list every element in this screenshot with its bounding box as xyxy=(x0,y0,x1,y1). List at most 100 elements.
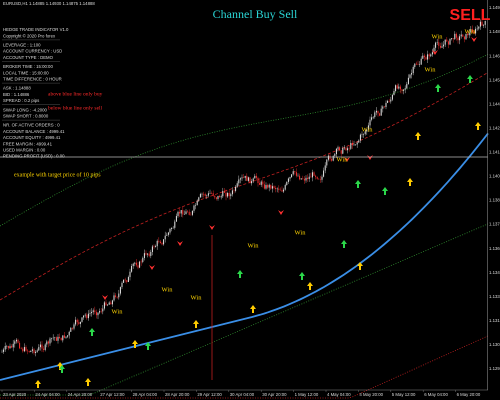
candle-body xyxy=(385,102,387,107)
candle-body xyxy=(404,88,406,90)
candle-body xyxy=(131,266,133,272)
candle-body xyxy=(119,287,121,294)
candle-body xyxy=(379,113,381,116)
candle-body xyxy=(54,337,56,338)
win-label: Win xyxy=(248,242,260,249)
candle-body xyxy=(75,319,77,325)
candle-body xyxy=(193,205,195,211)
candle-body xyxy=(262,181,264,185)
candle-body xyxy=(95,312,97,316)
candle-body xyxy=(334,154,336,156)
candle-body xyxy=(455,33,457,38)
signal-arrow xyxy=(382,187,388,195)
win-label: Win xyxy=(362,126,374,133)
candle-body xyxy=(467,33,469,36)
candle-body xyxy=(183,214,185,215)
time-tick-label: 23 Apr 2020 xyxy=(3,392,27,397)
candle-body xyxy=(28,351,30,352)
candle-body xyxy=(161,243,163,245)
candle-body xyxy=(406,83,408,89)
candle-body xyxy=(17,339,19,343)
candle-body xyxy=(356,142,358,145)
candle-body xyxy=(423,55,425,58)
price-tick-label: 1.13060 xyxy=(489,342,500,347)
win-label: Win xyxy=(191,294,203,301)
candle-body xyxy=(359,134,361,141)
candle-body xyxy=(427,54,429,60)
candle-body xyxy=(475,28,477,34)
candle-body xyxy=(411,73,413,75)
candle-body xyxy=(132,263,134,267)
candle-body xyxy=(57,336,59,341)
candle-body xyxy=(60,338,62,341)
signal-arrow xyxy=(57,362,63,370)
candle-body xyxy=(139,261,141,268)
candle-body xyxy=(329,155,331,160)
candle-body xyxy=(414,63,416,67)
time-tick-label: 29 Apr 12:00 xyxy=(197,392,222,397)
price-tick-label: 1.14815 xyxy=(489,29,500,34)
time-tick-label: 5 May 12:00 xyxy=(392,392,416,397)
info-line: LEVERAGE : 1:100 xyxy=(3,43,41,48)
candle-body xyxy=(319,179,321,180)
candle-body xyxy=(299,175,301,180)
candle-body xyxy=(171,228,173,229)
candle-body xyxy=(340,150,342,154)
candle-body xyxy=(449,39,451,45)
time-tick-label: 1 May 12:00 xyxy=(295,392,319,397)
candle-body xyxy=(372,117,374,118)
candle-body xyxy=(158,240,160,242)
price-tick-label: 1.14950 xyxy=(489,5,500,10)
candle-body xyxy=(196,200,198,206)
candle-body xyxy=(367,125,369,130)
info-line: SWAP LONG : -4.2000 xyxy=(3,107,48,112)
candle-body xyxy=(215,197,217,199)
candle-body xyxy=(212,193,214,196)
signal-arrow xyxy=(307,282,313,290)
channel-line xyxy=(0,223,489,396)
candle-body xyxy=(209,193,211,194)
signal-arrow xyxy=(193,320,199,328)
candle-body xyxy=(355,144,357,145)
candle-body xyxy=(284,185,286,190)
candle-body xyxy=(180,210,182,214)
candle-body xyxy=(342,148,344,154)
price-tick-label: 1.13600 xyxy=(489,246,500,251)
candle-body xyxy=(407,77,409,84)
candle-body xyxy=(31,349,33,351)
candle-body xyxy=(47,341,49,344)
candle-body xyxy=(415,63,417,65)
candle-body xyxy=(182,210,184,215)
price-tick-label: 1.14680 xyxy=(489,53,500,58)
candle-body xyxy=(219,195,221,198)
candle-body xyxy=(431,52,433,55)
win-label: Win xyxy=(295,229,307,236)
candle-body xyxy=(81,317,83,322)
time-tick-label: 24 Apr 04:00 xyxy=(35,392,60,397)
candle-body xyxy=(446,39,448,42)
candle-body xyxy=(387,100,389,103)
candle-body xyxy=(25,347,27,351)
candle-body xyxy=(227,193,229,197)
info-line: Copyright © 2020 Pro forex xyxy=(3,33,56,38)
candle-body xyxy=(403,89,405,91)
candle-body xyxy=(166,234,168,236)
candle-body xyxy=(243,177,245,178)
candle-body xyxy=(83,315,85,318)
candle-body xyxy=(451,38,453,40)
info-line: SPREAD : 0.2 pips xyxy=(3,98,39,103)
candle-body xyxy=(201,193,203,195)
candle-body xyxy=(425,57,427,60)
price-tick-label: 1.13465 xyxy=(489,270,500,275)
candle-body xyxy=(383,106,385,108)
candle-body xyxy=(43,348,45,350)
signal-arrow xyxy=(149,265,155,270)
time-tick-label: 28 Apr 20:00 xyxy=(165,392,190,397)
candle-body xyxy=(374,112,376,118)
signal-arrow xyxy=(344,157,350,162)
candle-body xyxy=(65,336,67,338)
candle-body xyxy=(19,342,21,349)
candle-body xyxy=(398,86,400,89)
candle-body xyxy=(126,280,128,282)
